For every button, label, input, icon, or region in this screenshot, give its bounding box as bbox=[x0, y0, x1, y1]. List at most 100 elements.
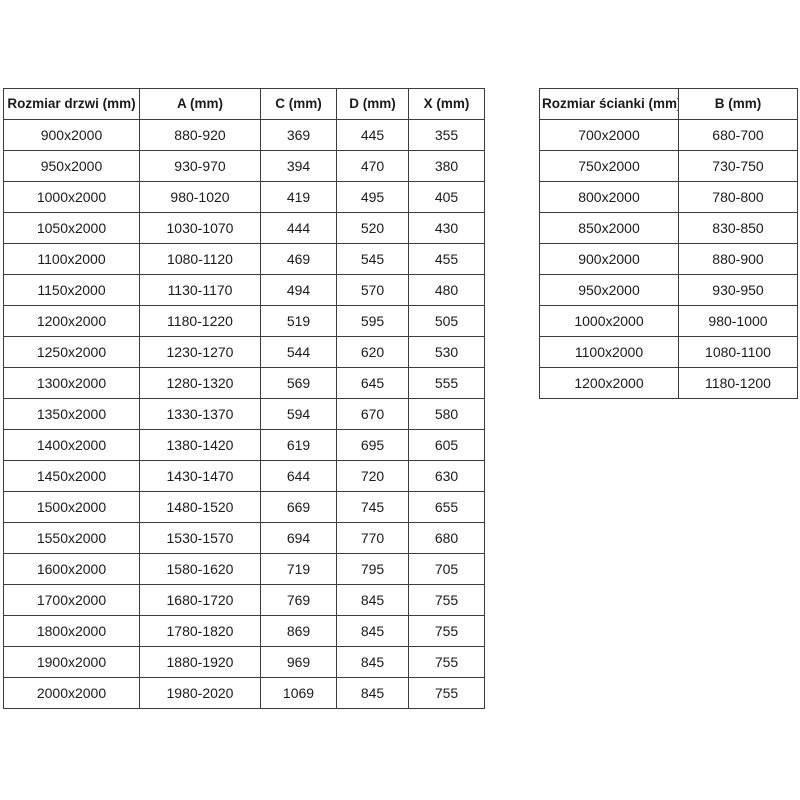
table-row: 800x2000 780-800 bbox=[539, 181, 798, 213]
table-cell: 900x2000 bbox=[3, 119, 140, 151]
table-cell: 1980-2020 bbox=[139, 677, 261, 709]
table-cell: 1080-1100 bbox=[678, 336, 798, 368]
table-row: 700x2000 680-700 bbox=[539, 119, 798, 151]
table-cell: 1300x2000 bbox=[3, 367, 140, 399]
table-cell: 444 bbox=[260, 212, 337, 244]
table-cell: 930-970 bbox=[139, 150, 261, 182]
table-cell: 580 bbox=[408, 398, 485, 430]
table-cell: 800x2000 bbox=[539, 181, 679, 213]
table-cell: 720 bbox=[336, 460, 409, 492]
table-row: 1100x2000 1080-1100 bbox=[539, 336, 798, 368]
table-cell: 369 bbox=[260, 119, 337, 151]
door-sizes-table: Rozmiar drzwi (mm) A (mm) C (mm) D (mm) X (m… bbox=[3, 88, 485, 709]
table-cell: 620 bbox=[336, 336, 409, 368]
table-cell: 770 bbox=[336, 522, 409, 554]
table-row: 950x2000 930-950 bbox=[539, 274, 798, 306]
table-cell: 969 bbox=[260, 646, 337, 678]
table-row: 1500x2000 1480-1520 669 745 655 bbox=[3, 491, 485, 523]
table-cell: 1200x2000 bbox=[3, 305, 140, 337]
table-cell: 900x2000 bbox=[539, 243, 679, 275]
table-cell: 1350x2000 bbox=[3, 398, 140, 430]
table-row: 1200x2000 1180-1200 bbox=[539, 367, 798, 399]
table-cell: 1450x2000 bbox=[3, 460, 140, 492]
table-cell: 630 bbox=[408, 460, 485, 492]
table-cell: 570 bbox=[336, 274, 409, 306]
table-cell: 1430-1470 bbox=[139, 460, 261, 492]
table-row: 2000x2000 1980-2020 1069 845 755 bbox=[3, 677, 485, 709]
table-cell: 445 bbox=[336, 119, 409, 151]
table-cell: 1900x2000 bbox=[3, 646, 140, 678]
table-row: 1000x2000 980-1000 bbox=[539, 305, 798, 337]
table-cell: 594 bbox=[260, 398, 337, 430]
table-cell: 1050x2000 bbox=[3, 212, 140, 244]
table-cell: 950x2000 bbox=[539, 274, 679, 306]
table-cell: 405 bbox=[408, 181, 485, 213]
table-cell: 1550x2000 bbox=[3, 522, 140, 554]
column-header: B (mm) bbox=[678, 88, 798, 120]
table-cell: 1230-1270 bbox=[139, 336, 261, 368]
table-row: 1150x2000 1130-1170 494 570 480 bbox=[3, 274, 485, 306]
table-cell: 595 bbox=[336, 305, 409, 337]
door-table-header-row: Rozmiar drzwi (mm) A (mm) C (mm) D (mm) X (m… bbox=[3, 88, 485, 120]
table-cell: 694 bbox=[260, 522, 337, 554]
table-cell: 520 bbox=[336, 212, 409, 244]
table-row: 750x2000 730-750 bbox=[539, 150, 798, 182]
table-cell: 1330-1370 bbox=[139, 398, 261, 430]
table-cell: 380 bbox=[408, 150, 485, 182]
table-cell: 850x2000 bbox=[539, 212, 679, 244]
table-cell: 705 bbox=[408, 553, 485, 585]
table-cell: 469 bbox=[260, 243, 337, 275]
table-cell: 1080-1120 bbox=[139, 243, 261, 275]
table-cell: 1680-1720 bbox=[139, 584, 261, 616]
table-cell: 569 bbox=[260, 367, 337, 399]
table-cell: 755 bbox=[408, 584, 485, 616]
table-cell: 1069 bbox=[260, 677, 337, 709]
table-cell: 1000x2000 bbox=[3, 181, 140, 213]
column-header: X (mm) bbox=[408, 88, 485, 120]
table-cell: 669 bbox=[260, 491, 337, 523]
table-cell: 1000x2000 bbox=[539, 305, 679, 337]
table-cell: 555 bbox=[408, 367, 485, 399]
table-cell: 795 bbox=[336, 553, 409, 585]
table-row: 1350x2000 1330-1370 594 670 580 bbox=[3, 398, 485, 430]
table-cell: 1280-1320 bbox=[139, 367, 261, 399]
table-cell: 1530-1570 bbox=[139, 522, 261, 554]
table-cell: 680-700 bbox=[678, 119, 798, 151]
table-cell: 544 bbox=[260, 336, 337, 368]
table-cell: 755 bbox=[408, 646, 485, 678]
table-cell: 1400x2000 bbox=[3, 429, 140, 461]
table-cell: 880-920 bbox=[139, 119, 261, 151]
table-row: 1900x2000 1880-1920 969 845 755 bbox=[3, 646, 485, 678]
table-row: 1550x2000 1530-1570 694 770 680 bbox=[3, 522, 485, 554]
table-row: 1450x2000 1430-1470 644 720 630 bbox=[3, 460, 485, 492]
table-cell: 845 bbox=[336, 584, 409, 616]
table-cell: 845 bbox=[336, 646, 409, 678]
table-cell: 1880-1920 bbox=[139, 646, 261, 678]
wall-table-header-row: Rozmiar ścianki (mm) B (mm) bbox=[539, 88, 798, 120]
table-cell: 730-750 bbox=[678, 150, 798, 182]
table-cell: 1200x2000 bbox=[539, 367, 679, 399]
table-row: 1100x2000 1080-1120 469 545 455 bbox=[3, 243, 485, 275]
table-cell: 830-850 bbox=[678, 212, 798, 244]
table-cell: 1380-1420 bbox=[139, 429, 261, 461]
table-cell: 1100x2000 bbox=[539, 336, 679, 368]
table-cell: 394 bbox=[260, 150, 337, 182]
table-cell: 655 bbox=[408, 491, 485, 523]
table-cell: 495 bbox=[336, 181, 409, 213]
table-cell: 719 bbox=[260, 553, 337, 585]
table-cell: 1180-1220 bbox=[139, 305, 261, 337]
table-cell: 470 bbox=[336, 150, 409, 182]
table-cell: 1780-1820 bbox=[139, 615, 261, 647]
table-row: 900x2000 880-900 bbox=[539, 243, 798, 275]
table-cell: 880-900 bbox=[678, 243, 798, 275]
table-cell: 1800x2000 bbox=[3, 615, 140, 647]
table-cell: 755 bbox=[408, 615, 485, 647]
table-cell: 455 bbox=[408, 243, 485, 275]
table-cell: 545 bbox=[336, 243, 409, 275]
door-table-body: 900x2000 880-920 369 445 355 950x2000 930-970 3… bbox=[3, 119, 485, 709]
table-row: 1700x2000 1680-1720 769 845 755 bbox=[3, 584, 485, 616]
table-row: 1300x2000 1280-1320 569 645 555 bbox=[3, 367, 485, 399]
table-cell: 645 bbox=[336, 367, 409, 399]
table-row: 850x2000 830-850 bbox=[539, 212, 798, 244]
